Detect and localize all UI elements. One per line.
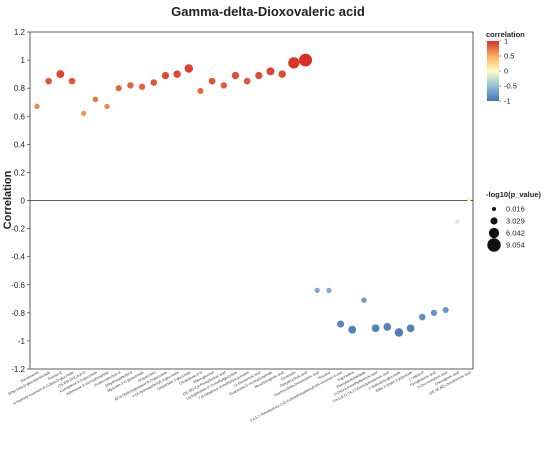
y-axis: -1.2 -1 -0.8 -0.6 -0.4 -0.2 0 0.2 0.4 0.6 0.8 1 1.2 [11,28,30,374]
size-legend-dot [491,206,497,212]
data-point [127,82,134,89]
data-point [288,57,300,69]
y-tick-label: -0.8 [11,309,25,318]
data-point [81,110,87,116]
data-point [266,67,275,76]
y-tick-label: 0.8 [14,84,26,93]
data-point [418,313,426,321]
data-point [430,309,438,316]
data-point [92,96,99,103]
y-tick-label: 1 [21,56,26,65]
size-legend-dot [488,227,500,239]
size-legend-title: -log10(p_value) [486,190,542,199]
x-tick-label: L-Valine-P [408,370,425,382]
x-tick-label: Fucose-E [47,370,63,381]
data-point [115,85,122,92]
y-tick-label: -1 [18,337,26,346]
color-legend-label: 1 [504,37,508,46]
y-tick-label: 0.2 [14,168,26,177]
color-legend-label: 0.5 [504,52,514,61]
data-point [231,71,240,80]
data-point [45,77,52,85]
data-point [243,77,251,85]
data-point [348,325,357,334]
data-point [299,53,313,67]
data-point [255,71,263,80]
color-legend-label: 0 [504,67,508,76]
data-point [278,70,286,78]
y-tick-label: 0 [21,197,26,206]
y-tick-label: 0.4 [14,140,26,149]
data-point [383,323,392,331]
data-point [466,197,472,202]
x-tick-label: Diosmetin [280,370,296,381]
data-point [173,70,181,78]
data-point [394,328,404,337]
size-legend: -log10(p_value) 0.016 3.029 6.042 9.054 [486,190,542,252]
data-point [34,103,40,110]
data-point [68,77,76,85]
data-point [138,83,146,90]
size-legend-label: 9.054 [506,241,525,250]
chart-title: Gamma-delta-Dioxovaleric acid [171,4,365,19]
data-point [220,82,228,89]
size-legend-label: 0.016 [506,205,525,214]
data-point [337,320,345,328]
y-tick-label: -1.2 [11,365,25,374]
data-point [314,287,320,293]
data-point [455,219,460,224]
color-legend: correlation 1 0.5 0 -0.5 -1 [486,30,525,106]
color-legend-bar [487,41,499,101]
data-point [150,79,158,86]
data-point [197,87,204,95]
data-points [34,53,472,337]
size-legend-label: 3.029 [506,217,525,226]
data-point [184,64,194,73]
y-tick-label: -0.2 [11,225,25,234]
size-legend-label: 6.042 [506,229,525,238]
y-tick-label: -0.6 [11,281,25,290]
x-tick-label: Hirsutine [317,370,331,380]
data-point [208,77,216,85]
y-tick-label: 1.2 [14,28,26,37]
data-point [361,297,367,303]
data-point [161,71,170,80]
y-tick-label: 0.6 [14,112,26,121]
data-point [406,324,415,333]
size-legend-dot [490,217,498,225]
data-point [371,324,380,333]
size-legend-dot [487,238,501,252]
data-point [326,287,332,293]
data-point [56,70,65,79]
color-legend-title: correlation [486,30,525,39]
y-axis-label: Correlation [2,170,14,229]
data-point [442,306,449,314]
color-legend-label: -0.5 [504,82,517,91]
color-legend-label: -1 [504,97,511,106]
y-tick-label: -0.4 [11,253,25,262]
data-point [104,103,110,110]
